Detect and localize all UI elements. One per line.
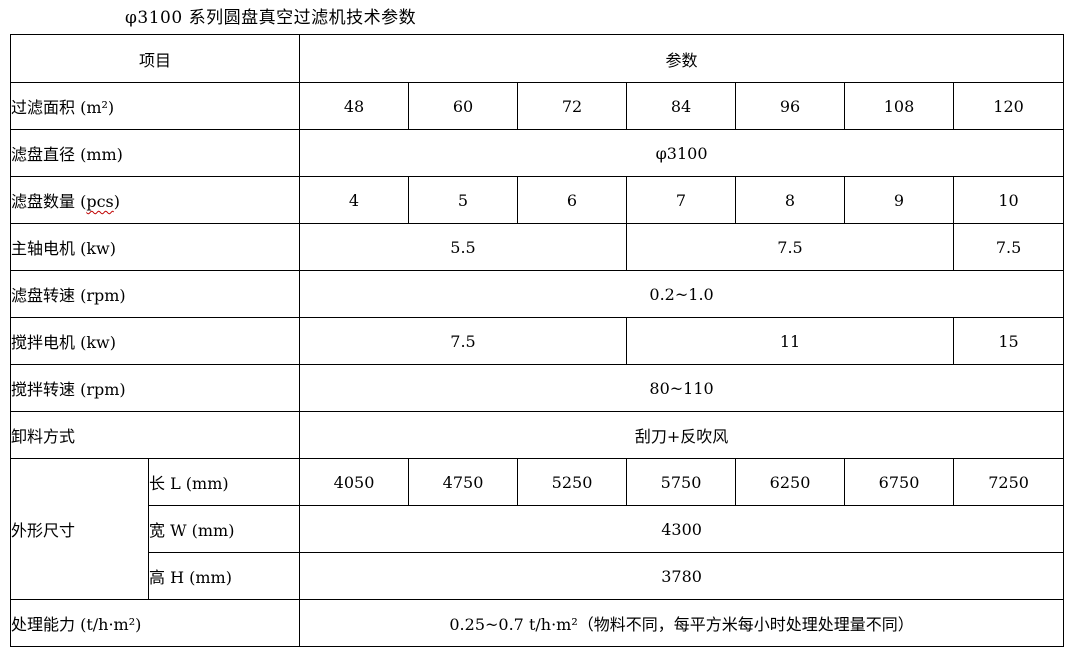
document-page: φ3100 系列圆盘真空过滤机技术参数 项目 参数 过滤面积 (m²) 48 6… (0, 7, 1073, 647)
value-cell-merged: 4300 (299, 505, 1065, 553)
table-row-discharge-method: 卸料方式 刮刀+反吹风 (9, 411, 1065, 459)
value-cell: 9 (844, 176, 955, 224)
row-sub-label: 长 L (mm) (147, 458, 301, 506)
value-cell-merged: 7.5 (299, 317, 628, 365)
row-group-label: 外形尺寸 (10, 458, 149, 600)
table-title: φ3100 系列圆盘真空过滤机技术参数 (125, 8, 417, 28)
table-row-disc-count: 滤盘数量 (pcs) 4 5 6 7 8 9 10 (9, 176, 1065, 224)
value-cell: 6250 (735, 458, 846, 506)
value-cell: 6 (517, 176, 628, 224)
value-cell: 5750 (626, 458, 737, 506)
value-cell: 6750 (844, 458, 955, 506)
value-cell-merged: φ3100 (299, 129, 1065, 177)
value-cell-merged: 0.25~0.7 t/h·m²（物料不同，每平方米每小时处理处理量不同） (299, 599, 1065, 647)
value-cell: 48 (299, 82, 410, 130)
row-label: 处理能力 (t/h·m²) (9, 599, 301, 647)
value-cell: 4750 (408, 458, 519, 506)
table-row-dimension-width: 宽 W (mm) 4300 (11, 505, 1065, 553)
value-cell: 60 (408, 82, 519, 130)
value-cell-merged: 80~110 (299, 364, 1065, 412)
row-label: 卸料方式 (9, 411, 301, 459)
value-cell-merged: 5.5 (299, 223, 628, 271)
value-cell: 72 (517, 82, 628, 130)
table-row-agitator-motor: 搅拌电机 (kw) 7.5 11 15 (9, 317, 1065, 365)
row-label: 滤盘直径 (mm) (9, 129, 301, 177)
table-row-capacity: 处理能力 (t/h·m²) 0.25~0.7 t/h·m²（物料不同，每平方米每… (9, 599, 1065, 647)
value-cell-merged: 刮刀+反吹风 (299, 411, 1065, 459)
table-row-disc-diameter: 滤盘直径 (mm) φ3100 (9, 129, 1065, 177)
value-cell: 4050 (299, 458, 410, 506)
row-label: 搅拌电机 (kw) (9, 317, 301, 365)
column-header-params: 参数 (299, 34, 1065, 83)
value-cell: 7250 (953, 458, 1065, 506)
row-label: 主轴电机 (kw) (9, 223, 301, 271)
table-row-dimension-height: 高 H (mm) 3780 (11, 552, 1065, 600)
value-cell: 7.5 (953, 223, 1065, 271)
table-header-row: 项目 参数 (9, 34, 1065, 83)
value-cell: 15 (953, 317, 1065, 365)
value-cell-merged: 11 (626, 317, 955, 365)
value-cell: 5250 (517, 458, 628, 506)
row-label-text: 滤盘数量 ( (11, 192, 87, 211)
row-sub-label: 高 H (mm) (147, 552, 301, 600)
table-row-agitator-speed: 搅拌转速 (rpm) 80~110 (9, 364, 1065, 412)
value-cell: 84 (626, 82, 737, 130)
value-cell-merged: 0.2~1.0 (299, 270, 1065, 318)
value-cell: 120 (953, 82, 1065, 130)
row-label-text: ) (113, 192, 121, 211)
row-label: 滤盘转速 (rpm) (9, 270, 301, 318)
spec-table: 项目 参数 过滤面积 (m²) 48 60 72 84 96 108 120 滤… (9, 34, 1065, 647)
value-cell-merged: 7.5 (626, 223, 955, 271)
row-label: 滤盘数量 (pcs) (9, 176, 301, 224)
table-row-dimension-length: 外形尺寸 长 L (mm) 4050 4750 5250 5750 6250 6… (10, 458, 1065, 600)
row-label: 过滤面积 (m²) (9, 82, 301, 130)
table-row-disc-speed: 滤盘转速 (rpm) 0.2~1.0 (9, 270, 1065, 318)
table-row-main-motor: 主轴电机 (kw) 5.5 7.5 7.5 (9, 223, 1065, 271)
value-cell: 96 (735, 82, 846, 130)
row-label: 搅拌转速 (rpm) (9, 364, 301, 412)
spellcheck-word: pcs (86, 192, 114, 211)
value-cell: 5 (408, 176, 519, 224)
value-cell: 8 (735, 176, 846, 224)
table-row-filter-area: 过滤面积 (m²) 48 60 72 84 96 108 120 (9, 82, 1065, 130)
column-header-item: 项目 (9, 34, 301, 83)
value-cell-merged: 3780 (299, 552, 1065, 600)
value-cell: 108 (844, 82, 955, 130)
value-cell: 4 (299, 176, 410, 224)
row-sub-label: 宽 W (mm) (147, 505, 301, 553)
value-cell: 7 (626, 176, 737, 224)
value-cell: 10 (953, 176, 1065, 224)
